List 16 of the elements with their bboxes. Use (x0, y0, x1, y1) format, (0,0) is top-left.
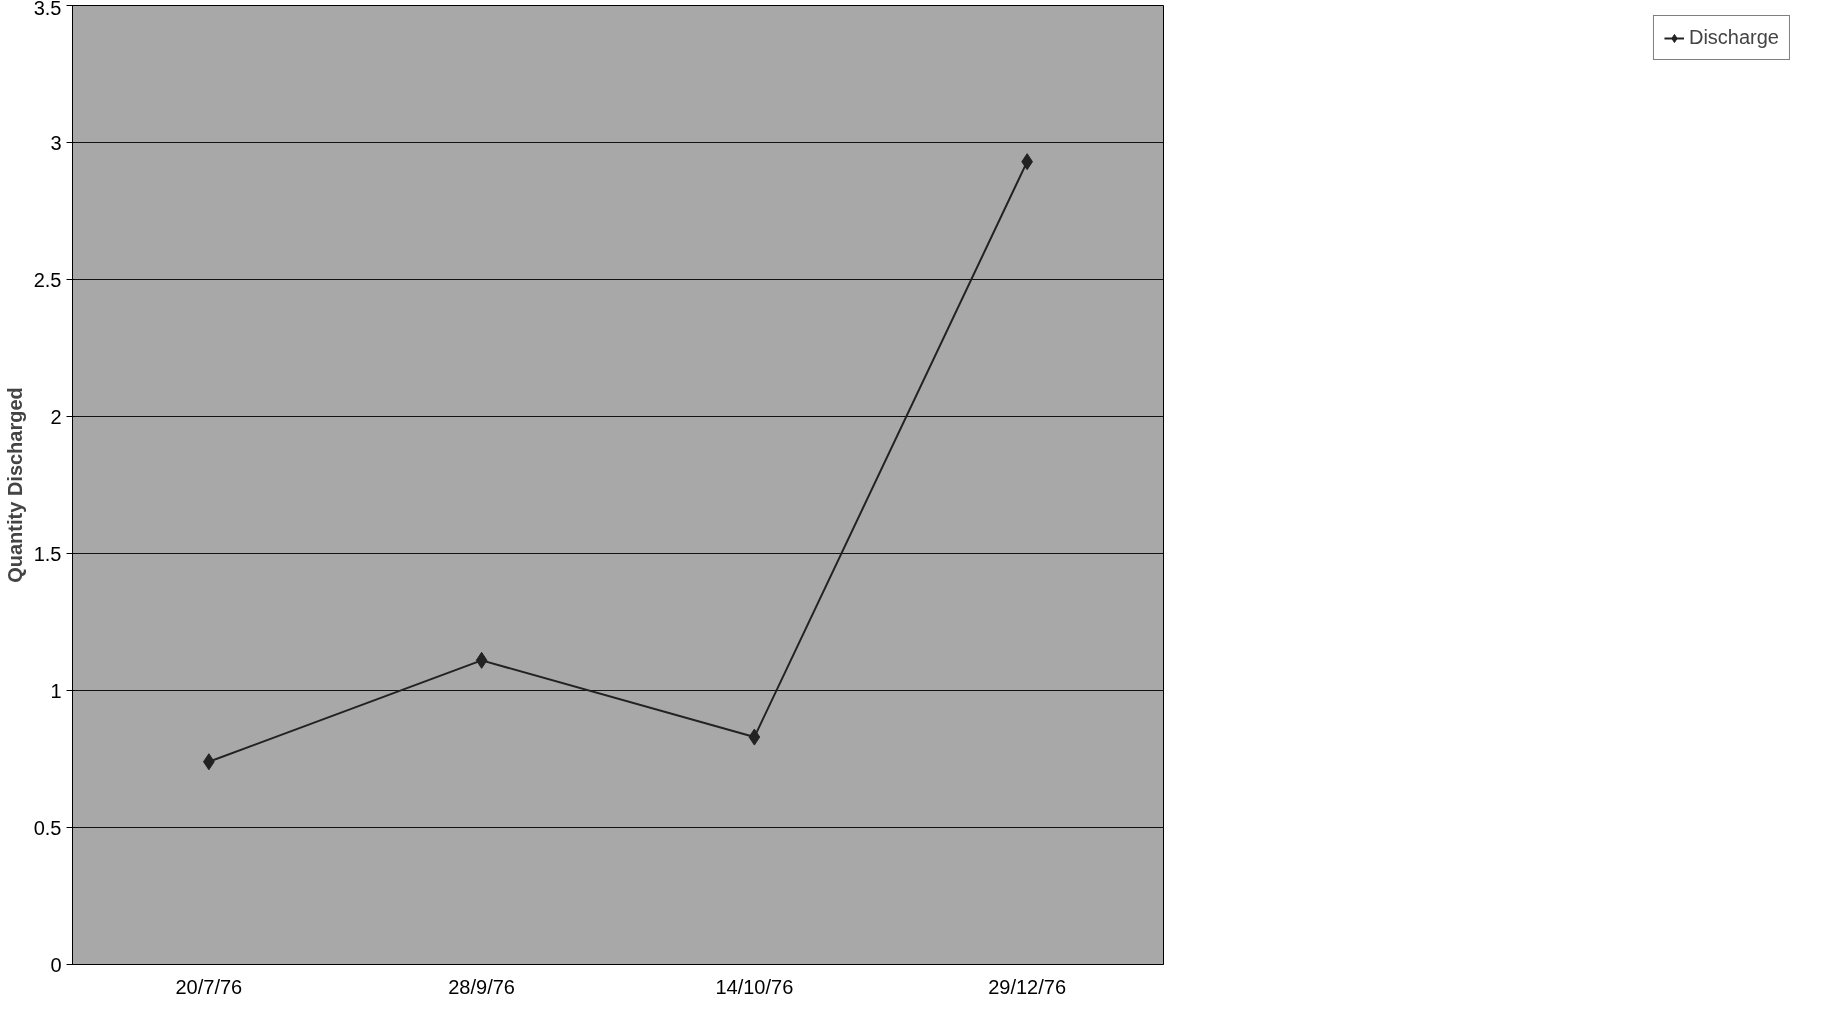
y-tick-label: 1.5 (33, 542, 62, 565)
point (475, 651, 488, 669)
y-tick-label: 3 (50, 131, 62, 154)
x-tick-label: 29/12/76 (988, 975, 1067, 998)
y-tick-label: 2 (50, 405, 62, 428)
y-tick-label: 1 (50, 679, 62, 702)
y-axis-title: Quantity Discharged (3, 387, 26, 583)
x-tick-label: 28/9/76 (448, 975, 515, 998)
y-tick-label: 3.5 (33, 0, 62, 19)
x-tick-label: 14/10/76 (715, 975, 794, 998)
y-tick-label: 0.5 (33, 816, 62, 839)
y-tick-label: 0 (50, 953, 62, 976)
point (748, 728, 761, 746)
y-tick-label: 2.5 (33, 268, 62, 291)
legend-label: Discharge (1688, 26, 1779, 49)
x-tick-label: 20/7/76 (175, 975, 243, 998)
